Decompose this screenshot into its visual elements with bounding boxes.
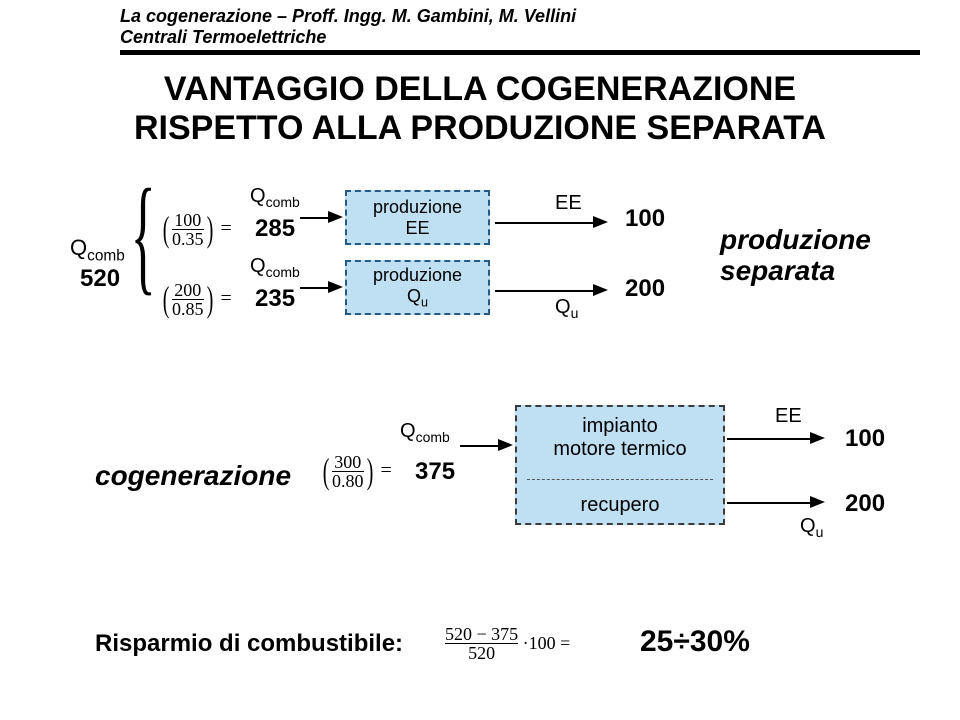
cogen-qcomb-value: 375 bbox=[415, 458, 455, 486]
arrow-to-qu-box bbox=[300, 287, 330, 289]
arrow-cogen-qu-head bbox=[810, 496, 825, 508]
out-qu-value: 200 bbox=[625, 275, 665, 303]
title-line-1: VANTAGGIO DELLA COGENERAZIONE bbox=[0, 70, 960, 109]
cogen-out-qu-label: Qu bbox=[800, 515, 823, 540]
arrow-out-ee-head bbox=[593, 216, 608, 228]
cogen-out-ee-value: 100 bbox=[845, 425, 885, 453]
curly-brace: { bbox=[131, 160, 156, 310]
arrow-out-qu bbox=[495, 290, 595, 292]
cogen-inner-divider bbox=[527, 479, 713, 480]
separata-label: produzione separata bbox=[720, 225, 871, 287]
cogen-out-qu-value: 200 bbox=[845, 490, 885, 518]
arrow-cogen-ee-head bbox=[810, 432, 825, 444]
title-line-2: RISPETTO ALLA PRODUZIONE SEPARATA bbox=[0, 109, 960, 148]
arrow-out-ee bbox=[495, 222, 595, 224]
arrow-to-ee-box-head bbox=[328, 211, 343, 223]
fraction-ee: (1000.35) = bbox=[160, 208, 232, 250]
qcomb-qu-label: Qcomb bbox=[250, 255, 300, 280]
header-line-1: La cogenerazione – Proff. Ingg. M. Gambi… bbox=[120, 6, 920, 27]
footer-result: 25÷30% bbox=[640, 625, 750, 659]
footer-fraction: 520 − 375520 ·100 = bbox=[445, 625, 570, 662]
arrow-cogen-in bbox=[460, 445, 500, 447]
box-produzione-qu: produzione Qu bbox=[345, 260, 490, 315]
arrow-cogen-in-head bbox=[498, 439, 513, 451]
out-qu-label: Qu bbox=[555, 296, 578, 321]
qcomb-ee-label: Qcomb bbox=[250, 185, 300, 210]
out-ee-value: 100 bbox=[625, 205, 665, 233]
arrow-out-qu-head bbox=[593, 284, 608, 296]
arrow-to-ee-box bbox=[300, 217, 330, 219]
arrow-cogen-ee bbox=[727, 438, 812, 440]
cogen-label: cogenerazione bbox=[95, 460, 291, 492]
qcomb-total-value: 520 bbox=[80, 265, 120, 293]
footer-label: Risparmio di combustibile: bbox=[95, 630, 403, 658]
cogen-qcomb-label: Qcomb bbox=[400, 420, 450, 445]
out-ee-label: EE bbox=[555, 192, 582, 215]
qcomb-qu-value: 235 bbox=[255, 285, 295, 313]
arrow-cogen-qu bbox=[727, 502, 812, 504]
header-line-2: Centrali Termoelettriche bbox=[120, 27, 920, 48]
fraction-qu: (2000.85) = bbox=[160, 278, 232, 320]
page-title: VANTAGGIO DELLA COGENERAZIONE RISPETTO A… bbox=[0, 70, 960, 148]
box-cogen: impianto motore termico recupero bbox=[515, 405, 725, 525]
header-rule bbox=[120, 50, 920, 55]
cogen-out-ee-label: EE bbox=[775, 405, 802, 428]
cogen-recupero: recupero bbox=[517, 494, 723, 517]
qcomb-ee-value: 285 bbox=[255, 215, 295, 243]
qcomb-total-label: Qcomb bbox=[70, 235, 125, 265]
cogen-fraction: (3000.80) = bbox=[320, 450, 392, 492]
arrow-to-qu-box-head bbox=[328, 281, 343, 293]
box-produzione-ee: produzione EE bbox=[345, 190, 490, 245]
header: La cogenerazione – Proff. Ingg. M. Gambi… bbox=[120, 6, 920, 55]
